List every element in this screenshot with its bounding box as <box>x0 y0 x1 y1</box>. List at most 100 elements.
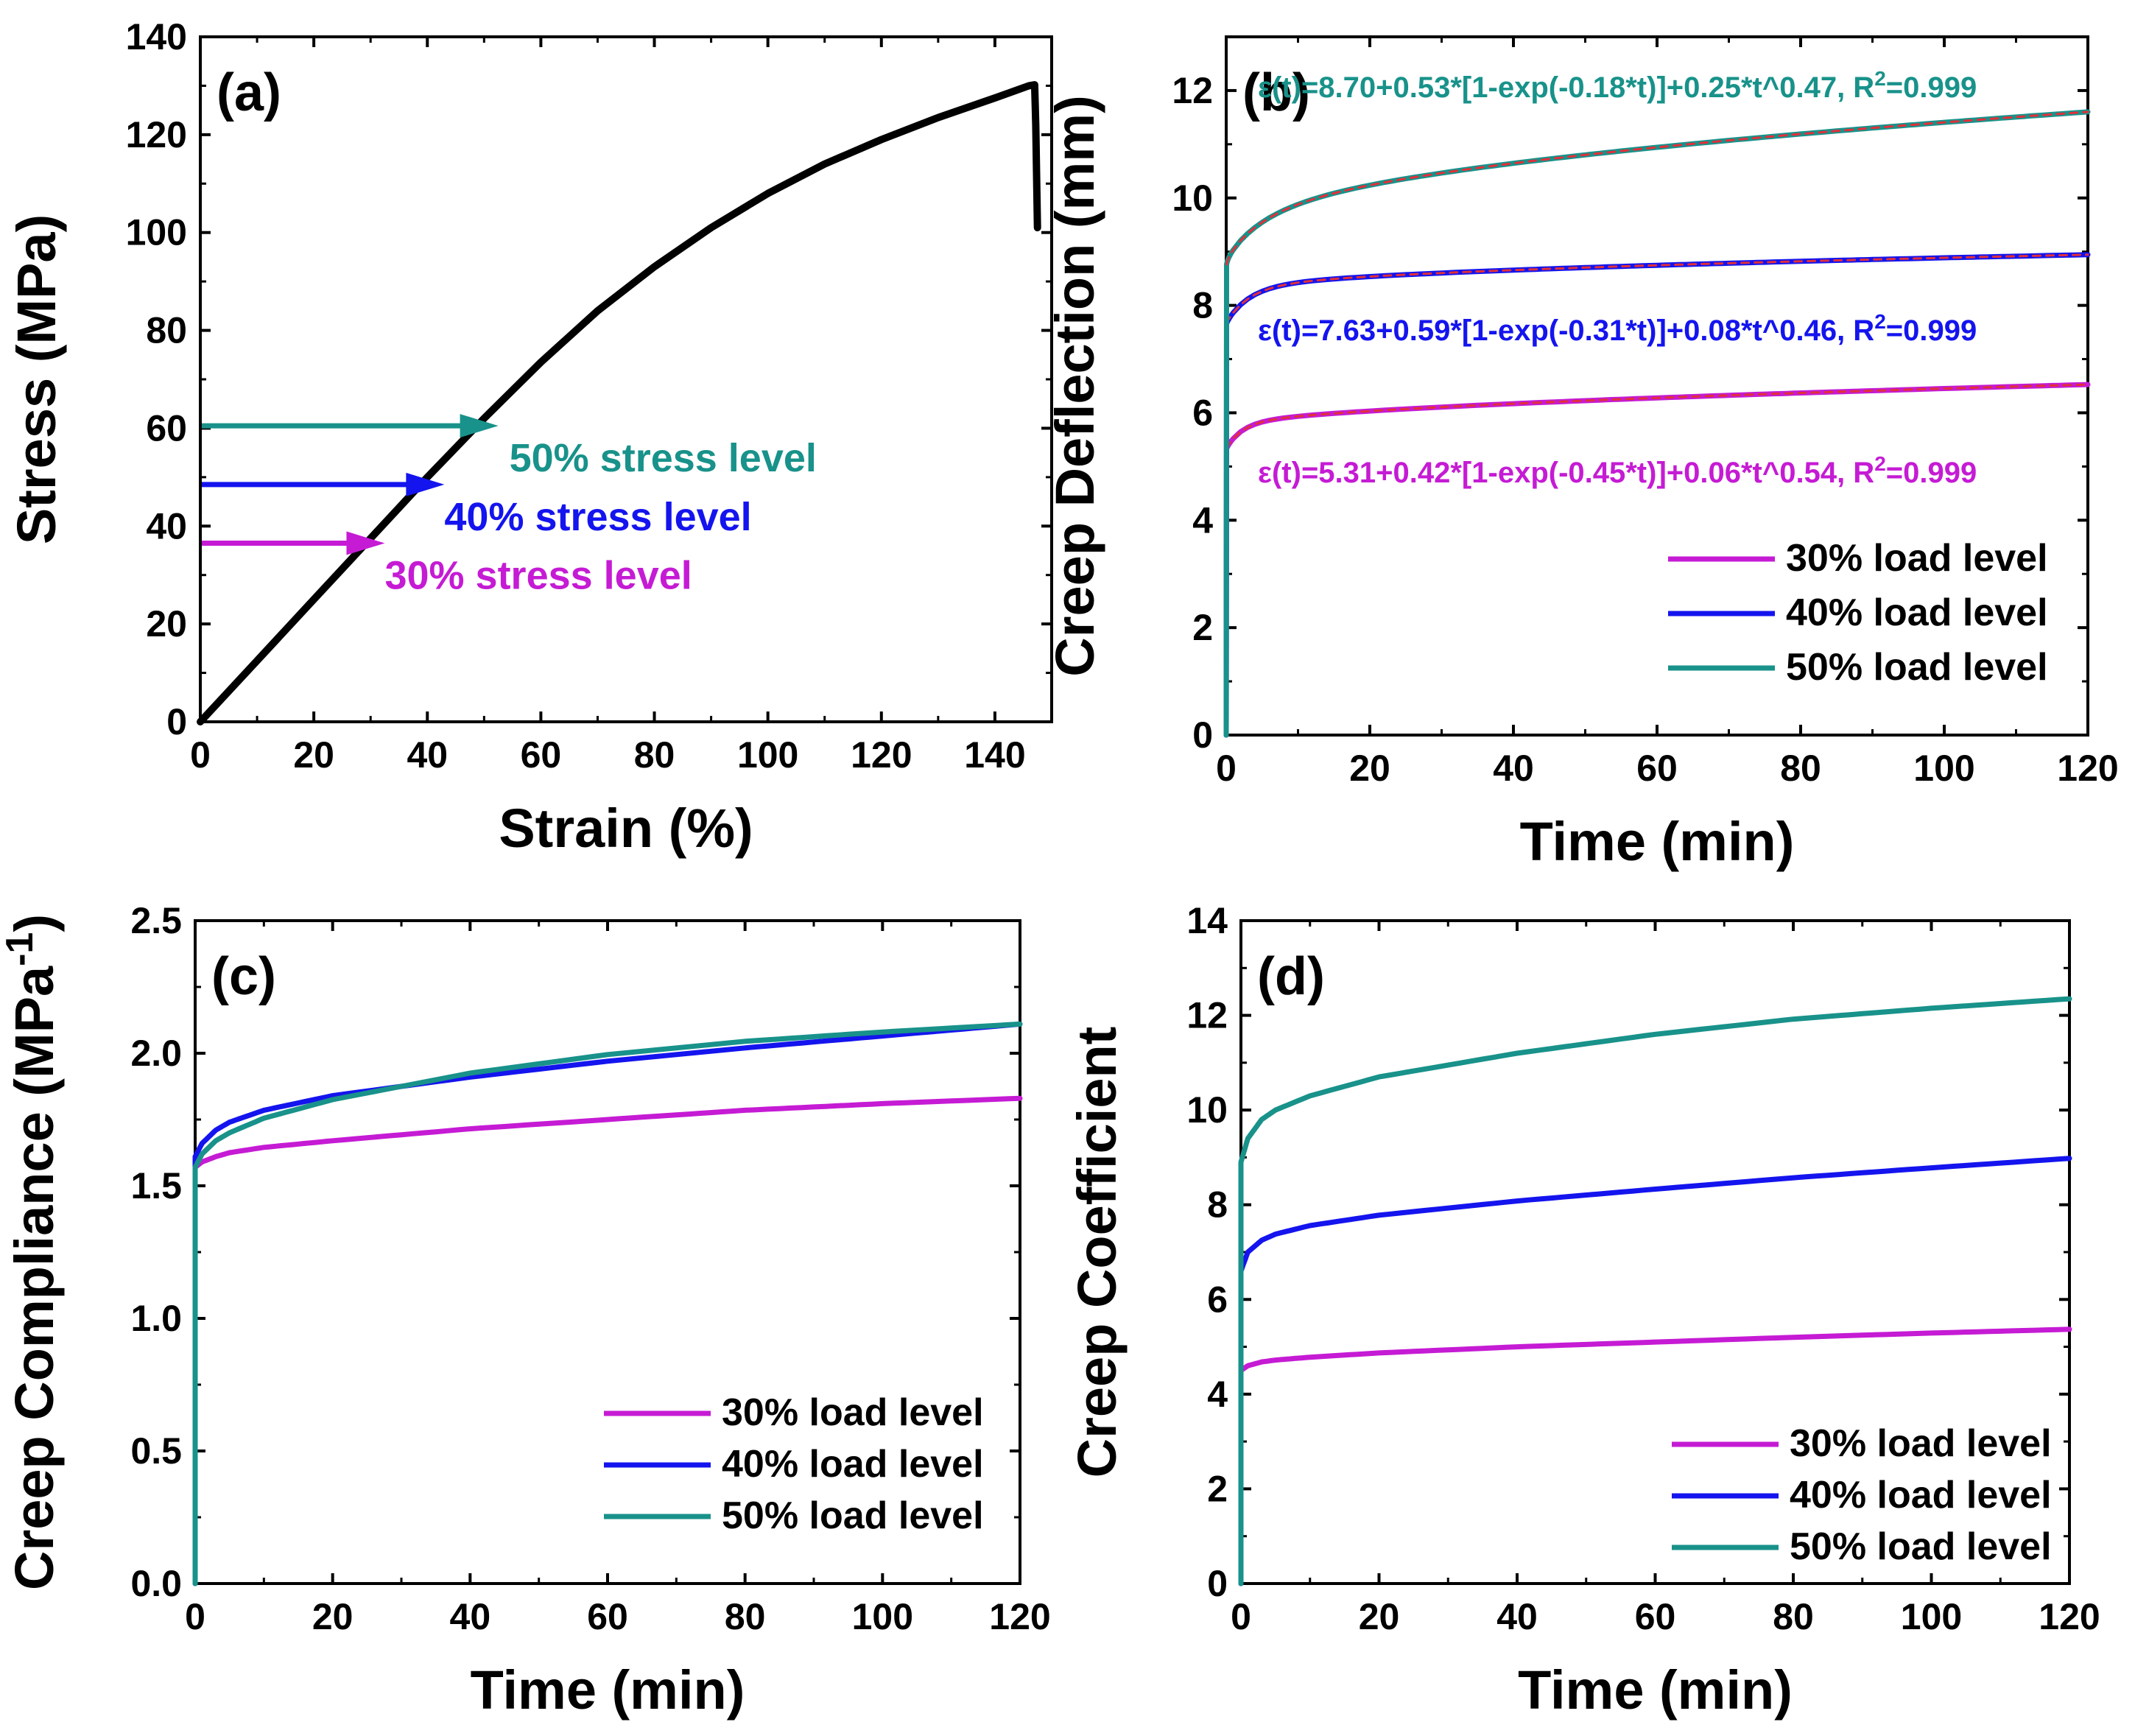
x-tick-label: 40 <box>450 1596 491 1637</box>
x-tick-label: 60 <box>1636 748 1678 789</box>
annotation-arrowhead <box>406 472 445 496</box>
y-tick-label: 2.5 <box>130 900 182 941</box>
creep-compliance-series <box>192 1095 1023 1586</box>
y-tick-label: 6 <box>1207 1279 1228 1320</box>
x-tick-label: 120 <box>851 734 912 776</box>
y-tick-label: 0 <box>1192 714 1213 756</box>
y-axis-label: Creep Compliance (MPa-1) <box>0 914 65 1590</box>
fit-dashed-curve <box>1225 383 2089 450</box>
x-tick-label: 20 <box>293 734 334 776</box>
fit-dashed-curve <box>1225 110 2089 266</box>
y-tick-label: 80 <box>146 310 187 351</box>
annotation-label: 50% stress level <box>510 436 817 480</box>
panel-a-stress-strain: 0 20 40 60 80 100 120 140 0 20 40 60 80 100 120 140 Stra… <box>6 16 1053 859</box>
y-tick-label: 8 <box>1192 285 1213 326</box>
annotation-arrowhead <box>346 531 385 555</box>
annotation-label: 40% stress level <box>444 495 751 539</box>
y-tick-label: 1.5 <box>130 1165 182 1206</box>
x-tick-label: 80 <box>1773 1596 1814 1637</box>
legend-label: 50% load level <box>1790 1525 2052 1568</box>
y-tick-label: 0 <box>1207 1563 1228 1604</box>
x-tick-label: 40 <box>1493 748 1534 789</box>
x-axis-label: Time (min) <box>1520 811 1795 872</box>
x-tick-label: 80 <box>634 734 675 776</box>
x-tick-label: 0 <box>190 734 211 776</box>
x-tick-label: 140 <box>964 734 1025 776</box>
legend-label: 50% load level <box>1786 646 2048 689</box>
x-axis-label: Strain (%) <box>499 798 753 859</box>
x-tick-label: 100 <box>852 1596 913 1637</box>
y-tick-label: 14 <box>1186 900 1228 941</box>
x-axis-label: Time (min) <box>1518 1659 1793 1721</box>
creep-compliance-series <box>192 1021 1023 1586</box>
panel-label: (c) <box>211 947 276 1006</box>
fit-equation: ε(t)=7.63+0.59*[1-exp(-0.31*t)]+0.08*t^0… <box>1258 310 1977 347</box>
y-tick-label: 60 <box>146 407 187 449</box>
x-tick-label: 80 <box>1780 748 1821 789</box>
y-tick-label: 8 <box>1207 1184 1228 1226</box>
panel-label: (b) <box>1242 63 1310 122</box>
x-tick-label: 80 <box>725 1596 766 1637</box>
y-tick-label: 120 <box>126 114 187 155</box>
y-tick-label: 100 <box>126 212 187 253</box>
x-tick-label: 40 <box>1496 1596 1538 1637</box>
x-tick-label: 20 <box>312 1596 354 1637</box>
y-tick-label: 1.0 <box>130 1298 182 1339</box>
panel-d-creep-coefficient: 0 20 40 60 80 100 120 0 2 4 6 8 10 12 14 Time (min) (d) C… <box>1066 900 2100 1721</box>
y-tick-label: 6 <box>1192 392 1213 433</box>
y-tick-label: 140 <box>126 16 187 57</box>
y-tick-label: 12 <box>1172 70 1213 111</box>
panel-c-creep-compliance: 0 20 40 60 80 100 120 0.0 0.5 1.0 1.5 2.0 2.5 Time (m… <box>0 900 1051 1721</box>
annotation-arrowhead <box>460 414 499 438</box>
stress-strain-curve <box>197 81 1041 725</box>
fit-equation: ε(t)=5.31+0.42*[1-exp(-0.45*t)]+0.06*t^0… <box>1258 452 1977 489</box>
x-tick-label: 0 <box>185 1596 205 1637</box>
legend-label: 30% load level <box>1786 537 2048 580</box>
x-tick-label: 120 <box>2057 748 2118 789</box>
fit-dashed-curve <box>1225 253 2089 325</box>
y-tick-label: 10 <box>1186 1089 1228 1131</box>
x-tick-label: 100 <box>1913 748 1974 789</box>
panel-label: (d) <box>1257 947 1325 1006</box>
fit-equation: ε(t)=8.70+0.53*[1-exp(-0.18*t)]+0.25*t^0… <box>1258 67 1977 104</box>
y-tick-label: 12 <box>1186 995 1228 1036</box>
y-axis-label: Stress (MPa) <box>6 214 67 544</box>
y-tick-label: 4 <box>1207 1374 1228 1415</box>
y-tick-label: 20 <box>146 603 187 644</box>
y-axis-label: Creep Deflection (mm) <box>1044 95 1105 676</box>
x-tick-label: 0 <box>1231 1596 1251 1637</box>
x-tick-label: 120 <box>989 1596 1050 1637</box>
legend-label: 50% load level <box>722 1494 984 1537</box>
legend-label: 30% load level <box>1790 1422 2052 1465</box>
y-tick-label: 0.5 <box>130 1430 182 1472</box>
x-tick-label: 60 <box>1635 1596 1676 1637</box>
legend-label: 40% load level <box>1786 591 2048 634</box>
x-tick-label: 20 <box>1359 1596 1400 1637</box>
legend-label: 40% load level <box>722 1443 984 1486</box>
x-tick-label: 40 <box>407 734 448 776</box>
y-axis-label: Creep Coefficient <box>1066 1027 1128 1478</box>
y-tick-label: 0.0 <box>130 1563 182 1604</box>
y-tick-label: 2 <box>1207 1468 1228 1509</box>
panel-b-creep-deflection: 0 20 40 60 80 100 120 0 2 4 6 8 10 12 Time (min) (b) Cre… <box>1044 35 2119 872</box>
x-tick-label: 120 <box>2039 1596 2100 1637</box>
y-tick-label: 2.0 <box>130 1033 182 1074</box>
x-tick-label: 100 <box>737 734 798 776</box>
x-tick-label: 20 <box>1349 748 1390 789</box>
y-tick-label: 4 <box>1192 499 1213 541</box>
y-tick-label: 10 <box>1172 178 1213 219</box>
x-tick-label: 100 <box>1901 1596 1962 1637</box>
x-tick-label: 60 <box>521 734 562 776</box>
y-tick-label: 0 <box>166 701 187 742</box>
creep-coefficient-series <box>1238 996 2072 1586</box>
creep-coefficient-series <box>1238 1156 2072 1586</box>
creep-compliance-series <box>192 1021 1023 1586</box>
legend-label: 40% load level <box>1790 1474 2052 1517</box>
legend-label: 30% load level <box>722 1391 984 1434</box>
x-axis-label: Time (min) <box>471 1659 745 1721</box>
x-tick-label: 0 <box>1216 748 1237 789</box>
y-tick-label: 40 <box>146 505 187 547</box>
y-tick-label: 2 <box>1192 607 1213 648</box>
annotation-label: 30% stress level <box>384 554 692 598</box>
